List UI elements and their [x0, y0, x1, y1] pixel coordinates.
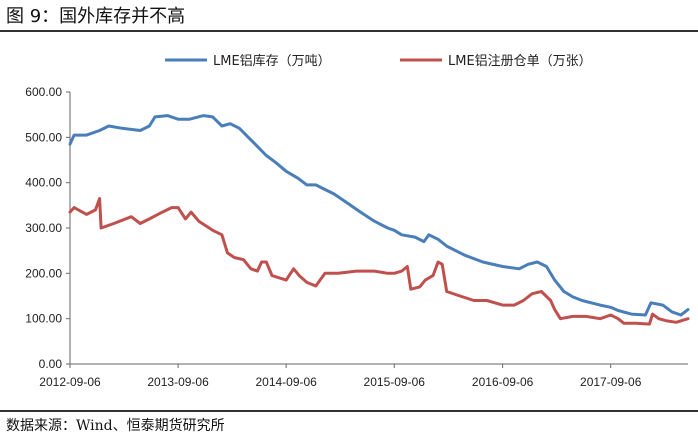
- source-divider: [0, 410, 698, 412]
- y-tick-label: 0.00: [39, 357, 63, 371]
- y-tick-label: 500.00: [25, 130, 62, 144]
- legend-label-2: LME铝注册仓单（万张）: [448, 54, 592, 69]
- x-tick-label: 2014-09-06: [255, 375, 317, 389]
- y-tick-label: 300.00: [25, 221, 62, 235]
- source-note: 数据来源：Wind、恒泰期货研究所: [6, 418, 225, 434]
- y-tick-label: 400.00: [25, 176, 62, 190]
- y-tick-label: 600.00: [25, 85, 62, 99]
- legend-label-1: LME铝库存（万吨）: [213, 53, 331, 69]
- x-tick-label: 2016-09-06: [472, 375, 534, 389]
- series-lines: [68, 114, 690, 326]
- x-tick-label: 2013-09-06: [147, 375, 209, 389]
- title-divider: [0, 30, 698, 32]
- x-axis-ticks: 2012-09-06 2013-09-06 2014-09-06 2015-09-06…: [39, 364, 642, 389]
- x-tick-label: 2012-09-06: [39, 375, 101, 389]
- x-tick-label: 2017-09-06: [580, 375, 642, 389]
- series-line-2: [68, 197, 690, 326]
- y-tick-label: 100.00: [25, 312, 62, 326]
- x-tick-label: 2015-09-06: [364, 375, 426, 389]
- chart-axes: [69, 92, 688, 365]
- chart-legend: LME铝库存（万吨） LME铝注册仓单（万张）: [165, 53, 592, 69]
- y-axis-ticks: 0.00 100.00 200.00 300.00 400.00 500.00 600.00: [25, 85, 70, 371]
- chart-title: 图 9：国外库存并不高: [6, 6, 186, 27]
- y-tick-label: 200.00: [25, 266, 62, 280]
- series-line-1: [68, 114, 690, 317]
